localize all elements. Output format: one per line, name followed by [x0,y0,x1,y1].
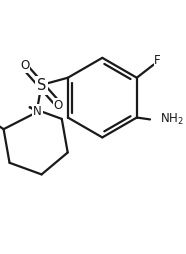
Text: O: O [21,59,30,72]
Text: S: S [37,78,46,93]
Text: O: O [54,99,63,112]
Text: N: N [33,105,42,118]
Text: F: F [154,54,161,67]
Text: NH$_2$: NH$_2$ [160,112,183,127]
